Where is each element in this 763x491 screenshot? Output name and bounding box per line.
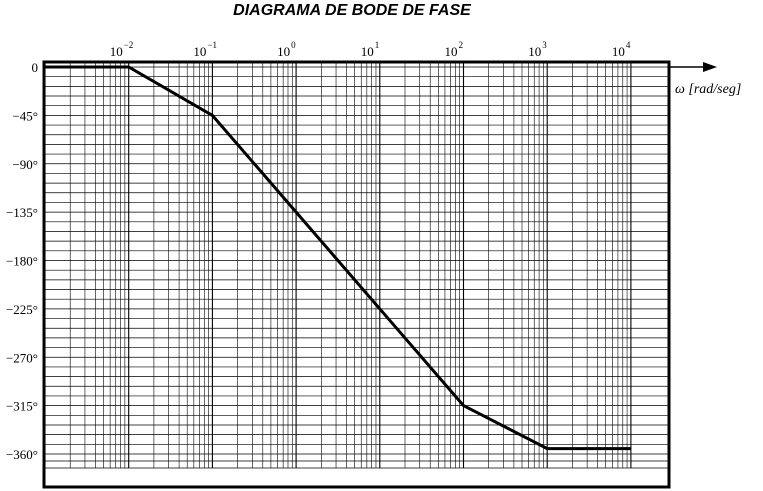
grid bbox=[44, 62, 669, 469]
x-tick-exponent: 4 bbox=[626, 40, 631, 50]
y-tick-label: −180° bbox=[6, 254, 38, 269]
tick-labels: 0 −45° −90° −135° −180° −225° −270° −315° −360° 1… bbox=[6, 40, 631, 462]
y-tick-label: −90° bbox=[12, 157, 38, 172]
x-axis-label: ω [rad/seg] bbox=[675, 82, 741, 97]
y-tick-label: 0 bbox=[32, 60, 39, 75]
x-tick-exponent: 0 bbox=[291, 40, 296, 50]
x-tick-exponent: −1 bbox=[207, 40, 217, 50]
y-tick-label: −360° bbox=[6, 447, 38, 462]
y-tick-label: −135° bbox=[6, 205, 38, 220]
x-tick-exponent: 2 bbox=[459, 40, 464, 50]
x-axis-arrowhead bbox=[703, 62, 717, 72]
x-tick-label: 10 bbox=[110, 44, 123, 59]
plot-frame bbox=[42, 60, 671, 489]
x-tick-label: 10 bbox=[277, 44, 290, 59]
x-tick-label: 10 bbox=[612, 44, 625, 59]
axes bbox=[42, 60, 717, 489]
chart-title: DIAGRAMA DE BODE DE FASE bbox=[233, 2, 472, 19]
x-tick-label: 10 bbox=[528, 44, 541, 59]
x-tick-exponent: 1 bbox=[375, 40, 380, 50]
x-tick-label: 10 bbox=[445, 44, 458, 59]
phase-line bbox=[45, 65, 631, 451]
series-layer bbox=[44, 65, 631, 451]
y-tick-label: −270° bbox=[6, 350, 38, 365]
y-tick-label: −45° bbox=[12, 108, 38, 123]
x-tick-label: 10 bbox=[193, 44, 206, 59]
y-tick-label: −315° bbox=[6, 399, 38, 414]
x-tick-exponent: −2 bbox=[124, 40, 134, 50]
y-tick-label: −225° bbox=[6, 302, 38, 317]
x-tick-label: 10 bbox=[361, 44, 374, 59]
x-tick-exponent: 3 bbox=[542, 40, 547, 50]
